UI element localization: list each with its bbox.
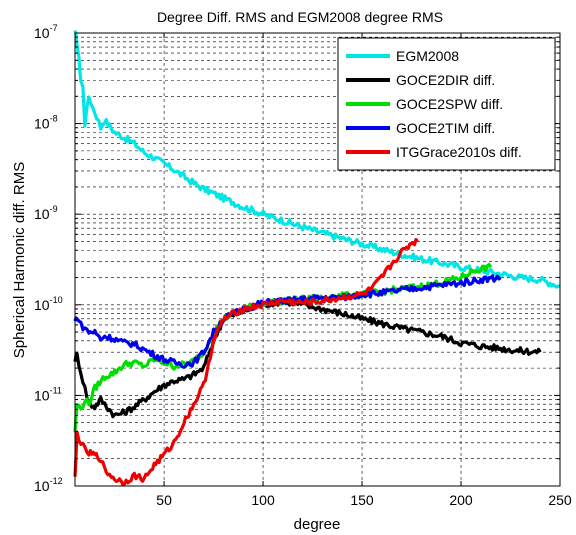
x-axis-label: degree [294, 516, 341, 533]
series-layer [73, 30, 561, 487]
chart-title: Degree Diff. RMS and EGM2008 degree RMS [157, 9, 443, 25]
ticks [75, 33, 561, 487]
y-tick-exponent: -9 [50, 204, 58, 214]
legend-label: EGM2008 [396, 48, 459, 64]
y-tick-base: 10 [34, 478, 50, 494]
legend: EGM2008 GOCE2DIR diff. GOCE2SPW diff. GOCE2… [337, 37, 556, 171]
plot-frame [74, 32, 561, 487]
series-line-0 [73, 30, 561, 289]
series-line-1 [73, 298, 542, 419]
y-tick-base: 10 [34, 387, 50, 403]
y-tick-exponent: -8 [50, 114, 58, 124]
y-tick-exponent: -7 [50, 23, 58, 33]
y-tick-base: 10 [34, 206, 50, 222]
y-tick-label: 10-12 [34, 476, 63, 494]
x-tick-label: 200 [449, 492, 473, 508]
x-tick-label: 150 [350, 492, 374, 508]
legend-label: GOCE2TIM diff. [396, 120, 495, 136]
x-tick-label: 100 [251, 492, 275, 508]
y-tick-label: 10-7 [34, 23, 58, 41]
tick-labels: 50 100 150 200 25010-1210-1110-1010-910-810-… [34, 23, 572, 508]
series-line-3 [73, 274, 502, 369]
y-axis-label: Spherical Harmonic diff. RMS [11, 162, 28, 358]
legend-label: GOCE2DIR diff. [396, 72, 495, 88]
y-tick-label: 10-11 [34, 385, 62, 403]
y-tick-base: 10 [34, 25, 50, 41]
x-tick-label: 50 [156, 492, 172, 508]
y-tick-label: 10-8 [34, 114, 58, 132]
x-tick-label: 250 [548, 492, 572, 508]
series-line-4 [73, 237, 419, 487]
y-tick-base: 10 [34, 297, 50, 313]
y-tick-label: 10-10 [34, 295, 63, 313]
y-tick-exponent: -11 [50, 385, 62, 395]
y-tick-exponent: -10 [50, 295, 63, 305]
y-tick-label: 10-9 [34, 204, 58, 222]
legend-label: GOCE2SPW diff. [396, 96, 503, 112]
y-tick-exponent: -12 [50, 476, 63, 486]
y-tick-base: 10 [34, 116, 50, 132]
legend-label: ITGGrace2010s diff. [396, 144, 522, 160]
